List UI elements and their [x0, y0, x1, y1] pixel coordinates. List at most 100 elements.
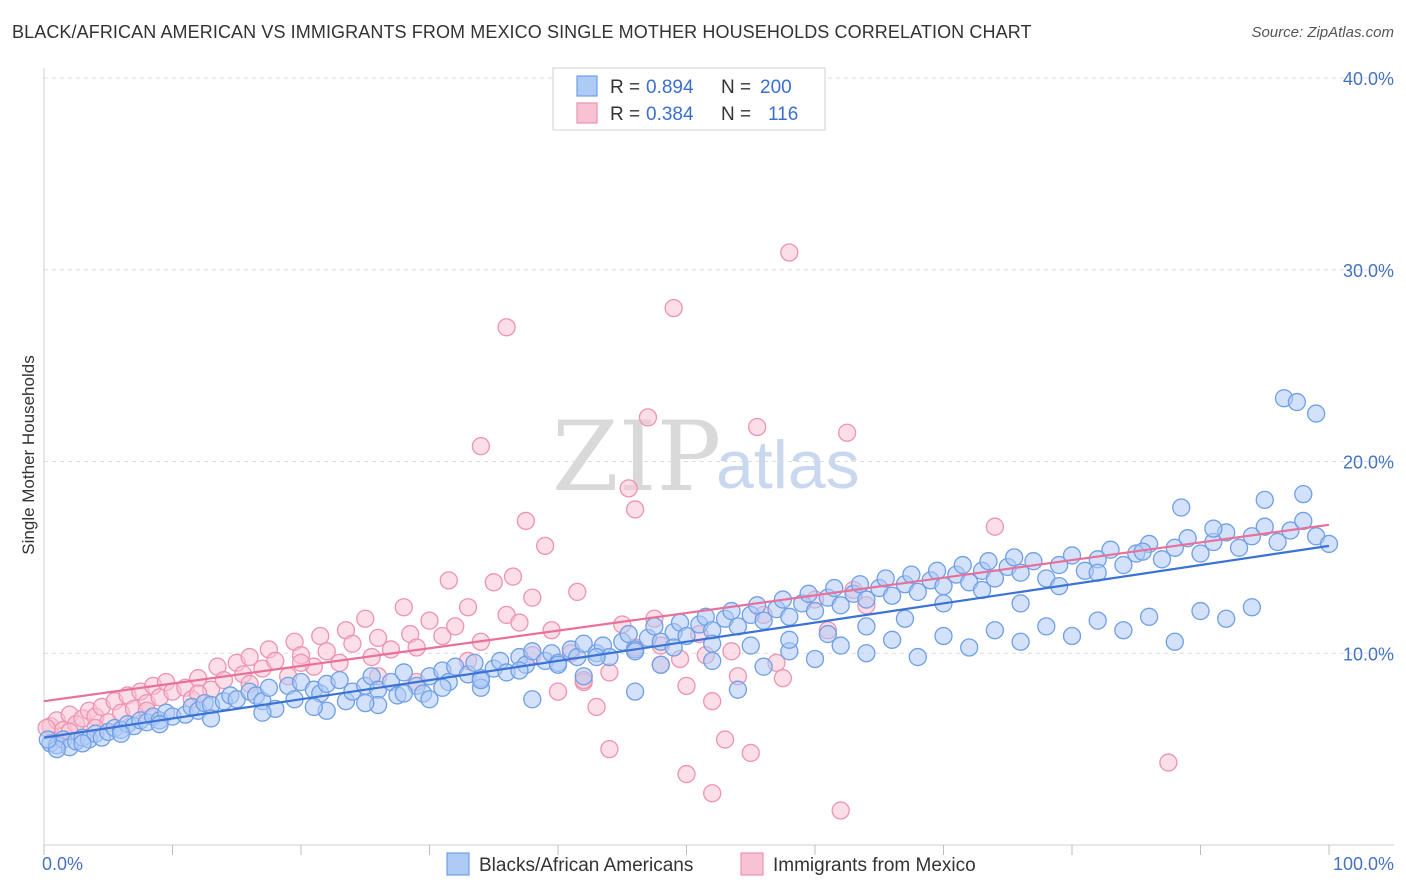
mexico-point-99 — [677, 764, 696, 784]
mexico-point-69 — [619, 479, 638, 498]
black-point-124 — [523, 690, 542, 709]
black-point-171 — [1294, 511, 1313, 531]
black-point-146 — [1165, 632, 1184, 651]
black-point-168 — [1255, 517, 1274, 536]
legend-n-label-pink: N = — [721, 104, 751, 125]
y-tick-labels: 10.0% 20.0% 30.0% 40.0% — [1343, 69, 1394, 664]
black-point-143 — [1088, 611, 1107, 630]
y-tick-label-1: 20.0% — [1343, 453, 1394, 473]
mexico-point-43 — [368, 628, 388, 648]
series-blacks-african-americans — [38, 389, 1339, 759]
mexico-point-57 — [510, 613, 529, 632]
watermark: ZIP atlas — [552, 401, 860, 513]
legend-r-value-blue: 0.894 — [646, 77, 694, 98]
mexico-point-64 — [568, 582, 587, 602]
black-point-179 — [1204, 519, 1223, 538]
legend-n-label-blue: N = — [721, 77, 751, 98]
legend-n-value-blue: 200 — [760, 77, 792, 98]
mexico-point-25 — [214, 670, 234, 690]
legend-swatch-pink — [576, 102, 598, 124]
black-point-101 — [857, 590, 876, 609]
mexico-point-101 — [291, 653, 311, 672]
black-point-160 — [1152, 550, 1172, 569]
black-point-191 — [741, 636, 760, 655]
black-point-193 — [664, 638, 683, 657]
mexico-point-83 — [741, 743, 760, 763]
mexico-point-100 — [471, 437, 491, 456]
mexico-point-54 — [484, 573, 503, 592]
black-point-137 — [934, 626, 953, 646]
legend-n-value-pink: 116 — [768, 104, 798, 125]
black-point-115 — [979, 552, 998, 571]
watermark-zip: ZIP — [552, 401, 721, 513]
black-point-205 — [150, 715, 169, 734]
black-point-133 — [831, 636, 850, 655]
black-point-190 — [780, 630, 799, 649]
mexico-point-40 — [343, 634, 362, 653]
black-point-95 — [805, 601, 825, 621]
mexico-point-60 — [536, 536, 555, 556]
black-point-163 — [1191, 544, 1210, 563]
black-point-98 — [831, 596, 850, 615]
black-point-118 — [1005, 548, 1024, 567]
mexico-point-62 — [548, 682, 568, 701]
black-point-176 — [1307, 404, 1326, 423]
legend-top: R = 0.894 N = 200 R = 0.384 N = 116 — [552, 67, 826, 131]
black-point-55 — [465, 653, 484, 672]
black-point-187 — [895, 609, 915, 628]
legend-r-value-pink: 0.384 — [646, 104, 694, 125]
legend-bottom: Blacks/African Americans Immigrants from… — [446, 852, 976, 876]
black-point-207 — [73, 734, 92, 753]
black-point-47 — [394, 663, 413, 682]
black-point-148 — [1217, 609, 1236, 628]
black-point-127 — [651, 655, 670, 674]
series-immigrants-from-mexico — [37, 243, 1178, 820]
y-tick-label-0: 10.0% — [1343, 644, 1394, 664]
black-point-31 — [259, 678, 279, 697]
mexico-point-76 — [677, 676, 696, 695]
trend-line-black — [43, 544, 1330, 739]
mexico-point-98 — [703, 784, 722, 803]
mexico-point-48 — [420, 611, 439, 630]
black-point-92 — [780, 607, 799, 626]
black-point-140 — [1011, 632, 1030, 651]
mexico-point-66 — [587, 697, 606, 717]
black-point-178 — [1255, 490, 1274, 510]
black-point-88 — [748, 596, 767, 615]
mexico-point-88 — [780, 243, 799, 262]
black-point-136 — [908, 647, 927, 667]
black-point-145 — [1139, 607, 1159, 626]
black-point-134 — [857, 644, 876, 663]
mexico-point-38 — [330, 653, 349, 672]
black-point-199 — [433, 678, 452, 697]
black-point-142 — [1062, 626, 1082, 646]
black-point-189 — [818, 624, 837, 644]
trend-lines — [43, 523, 1330, 739]
mexico-point-37 — [317, 642, 336, 661]
mexico-point-45 — [394, 598, 413, 617]
black-point-197 — [510, 661, 529, 680]
black-point-173 — [1319, 534, 1339, 554]
chart-title: BLACK/AFRICAN AMERICAN VS IMMIGRANTS FRO… — [12, 22, 1032, 42]
mexico-point-67 — [600, 739, 619, 759]
mexico-point-50 — [439, 571, 458, 590]
mexico-point-31 — [266, 651, 285, 671]
mexico-point-92 — [837, 423, 857, 442]
black-point-73 — [619, 624, 638, 644]
black-point-147 — [1191, 601, 1210, 621]
trend-line-mexico — [43, 523, 1330, 703]
mexico-point-28 — [240, 647, 259, 667]
mexico-point-74 — [664, 298, 683, 318]
mexico-point-80 — [715, 730, 735, 749]
mexico-point-58 — [516, 511, 536, 531]
mexico-point-70 — [625, 500, 645, 519]
black-point-130 — [754, 657, 773, 676]
black-point-122 — [420, 690, 439, 709]
y-axis-label: Single Mother Households — [19, 355, 38, 554]
black-point-103 — [876, 569, 895, 588]
black-point-135 — [882, 630, 902, 649]
black-point-202 — [304, 697, 324, 717]
x-tick-marks — [43, 845, 1330, 855]
black-point-39 — [330, 670, 349, 690]
